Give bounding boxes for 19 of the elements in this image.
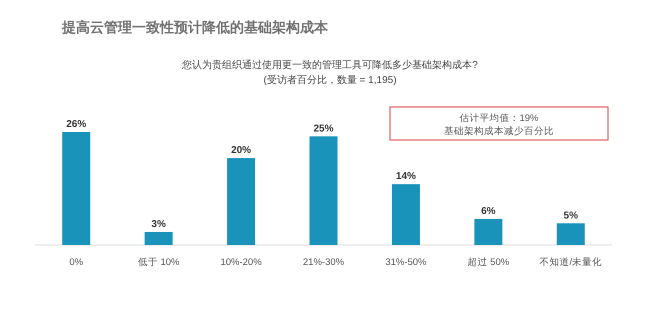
data-label: 3% [151, 218, 166, 230]
title: 提高云管理一致性预计降低的基础架构成本 [62, 19, 328, 35]
data-label: 20% [231, 145, 252, 156]
data-label: 6% [481, 206, 496, 217]
data-label: 14% [396, 171, 416, 182]
x-tick-label: 10%-20% [220, 257, 262, 268]
x-tick-label: 低于 10% [138, 257, 180, 268]
data-label: 26% [66, 119, 86, 130]
annotation: 基础架构成本减少百分比 [444, 126, 554, 137]
annotation: 估计平均值：19% [460, 113, 538, 124]
x-tick-label: 31%-50% [385, 257, 427, 268]
x-tick-label: 21%-30% [302, 257, 344, 268]
subtitle: 您认为贵组织通过使用更一致的管理工具可降低多少基础架构成本? [182, 60, 478, 71]
x-tick-label: 0% [69, 257, 84, 268]
x-tick-label: 超过 50% [468, 257, 510, 268]
subtitle: (受访者百分比，数量 = 1,195) [263, 75, 397, 86]
x-tick-label: 不知道/未量化 [539, 257, 602, 268]
data-label: 25% [314, 123, 334, 134]
data-label: 5% [564, 210, 578, 222]
